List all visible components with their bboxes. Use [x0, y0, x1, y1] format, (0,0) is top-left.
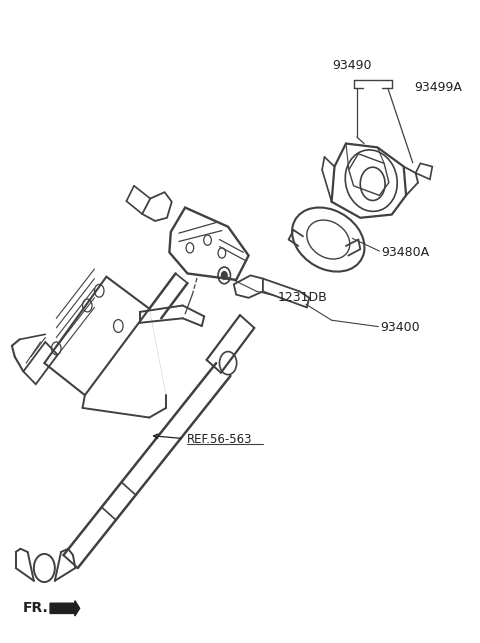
Text: 93480A: 93480A: [381, 246, 429, 260]
Text: REF.56-563: REF.56-563: [187, 433, 252, 446]
FancyArrow shape: [50, 601, 80, 616]
Text: FR.: FR.: [23, 601, 48, 615]
Text: 1231DB: 1231DB: [277, 291, 327, 303]
Text: 93490: 93490: [332, 59, 372, 72]
Text: 93400: 93400: [380, 322, 420, 334]
Text: 93499A: 93499A: [414, 81, 462, 95]
Circle shape: [221, 271, 227, 279]
